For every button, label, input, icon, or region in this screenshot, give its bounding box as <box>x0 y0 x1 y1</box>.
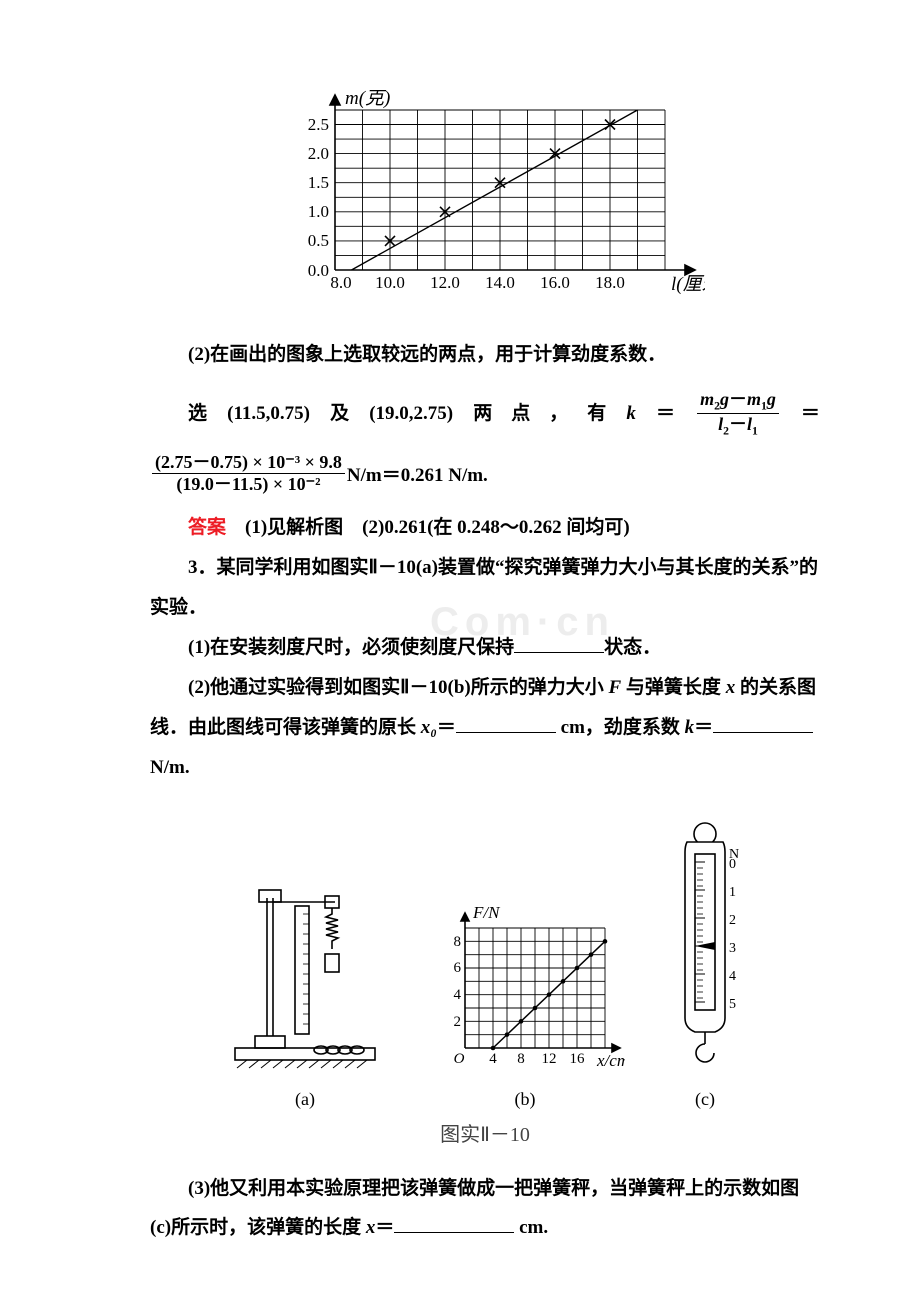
figure-a-apparatus <box>225 878 385 1078</box>
chart1-container: 0.0 0.5 1.0 1.5 2.0 2.5 8.0 10.0 12.0 14… <box>150 90 820 305</box>
chart1-ytick-2: 1.0 <box>308 202 329 221</box>
chart1-ytick-5: 2.5 <box>308 115 329 134</box>
blank-3 <box>713 712 813 733</box>
chart1-ylabel: m(克) <box>345 90 390 109</box>
svg-text:O: O <box>454 1051 465 1067</box>
fraction-2: (2.75－0.75) × 10⁻³ × 9.8 (19.0－11.5) × 1… <box>152 452 345 494</box>
chart1-xtick-0: 8.0 <box>330 273 351 292</box>
answer-line: 答案 (1)见解析图 (2)0.261(在 0.248～0.262 间均可) <box>150 508 820 548</box>
svg-text:3: 3 <box>729 941 736 956</box>
svg-text:2: 2 <box>454 1014 462 1030</box>
blank-2 <box>456 712 556 733</box>
svg-text:4: 4 <box>454 987 462 1003</box>
fig-label-b: (b) <box>425 1089 625 1110</box>
svg-text:5: 5 <box>729 997 736 1012</box>
q3-part2: (2)他通过实验得到如图实Ⅱ－10(b)所示的弹力大小 F 与弹簧长度 x 的关… <box>150 668 820 748</box>
chartb-ylabel: F/N <box>472 903 501 922</box>
svg-text:8: 8 <box>517 1051 525 1067</box>
chart1-xtick-4: 16.0 <box>540 273 570 292</box>
svg-text:4: 4 <box>729 969 736 984</box>
chart1-ytick-4: 2.0 <box>308 144 329 163</box>
blank-4 <box>394 1213 514 1234</box>
q3-part3: (3)他又利用本实验原理把该弹簧做成一把弹簧秤，当弹簧秤上的示数如图(c)所示时… <box>150 1169 820 1249</box>
blank-1 <box>514 632 604 653</box>
chart1-ytick-3: 1.5 <box>308 173 329 192</box>
equation-line-1: 选 (11.5,0.75) 及 (19.0,2.75) 两 点 ， 有 k ＝ … <box>150 389 820 438</box>
chart1: 0.0 0.5 1.0 1.5 2.0 2.5 8.0 10.0 12.0 14… <box>265 90 705 300</box>
svg-text:8: 8 <box>454 934 462 950</box>
svg-text:2: 2 <box>729 913 736 928</box>
svg-text:6: 6 <box>454 960 462 976</box>
fig-label-c: (c) <box>665 1089 745 1110</box>
fig-label-a: (a) <box>225 1089 385 1110</box>
figure-b-chart: 2 4 6 8 O 4 8 12 16 F/N x/cm <box>425 898 625 1078</box>
svg-text:1: 1 <box>729 885 736 900</box>
chart1-xtick-3: 14.0 <box>485 273 515 292</box>
para-2-select: (2)在画出的图象上选取较远的两点，用于计算劲度系数． <box>150 335 820 375</box>
figure-c-gauge: N 0 1 2 3 4 5 <box>665 818 745 1078</box>
chart1-xtick-2: 12.0 <box>430 273 460 292</box>
chart1-ytick-1: 0.5 <box>308 231 329 250</box>
chart1-xlabel: l(厘米) <box>671 274 705 295</box>
chart1-xtick-5: 18.0 <box>595 273 625 292</box>
q3-intro: 3．某同学利用如图实Ⅱ－10(a)装置做“探究弹簧弹力大小与其长度的关系”的实验… <box>150 548 820 628</box>
chart1-ytick-0: 0.0 <box>308 261 329 280</box>
q3-part1: (1)在安装刻度尺时，必须使刻度尺保持状态． <box>150 628 820 668</box>
fraction-1: m2g－m1g l2－l1 <box>697 389 779 438</box>
figure-caption: 图实Ⅱ－10 <box>150 1118 820 1147</box>
chart1-xtick-1: 10.0 <box>375 273 405 292</box>
svg-text:0: 0 <box>729 857 736 872</box>
answer-label: 答案 <box>188 517 226 538</box>
figure-row: (a) <box>150 818 820 1110</box>
svg-text:4: 4 <box>489 1051 497 1067</box>
chartb-xlabel: x/cm <box>596 1051 625 1070</box>
svg-text:16: 16 <box>570 1051 586 1067</box>
svg-text:12: 12 <box>542 1051 557 1067</box>
q3-part2-unit: N/m. <box>150 748 820 788</box>
equation-line-2: (2.75－0.75) × 10⁻³ × 9.8 (19.0－11.5) × 1… <box>150 452 820 494</box>
